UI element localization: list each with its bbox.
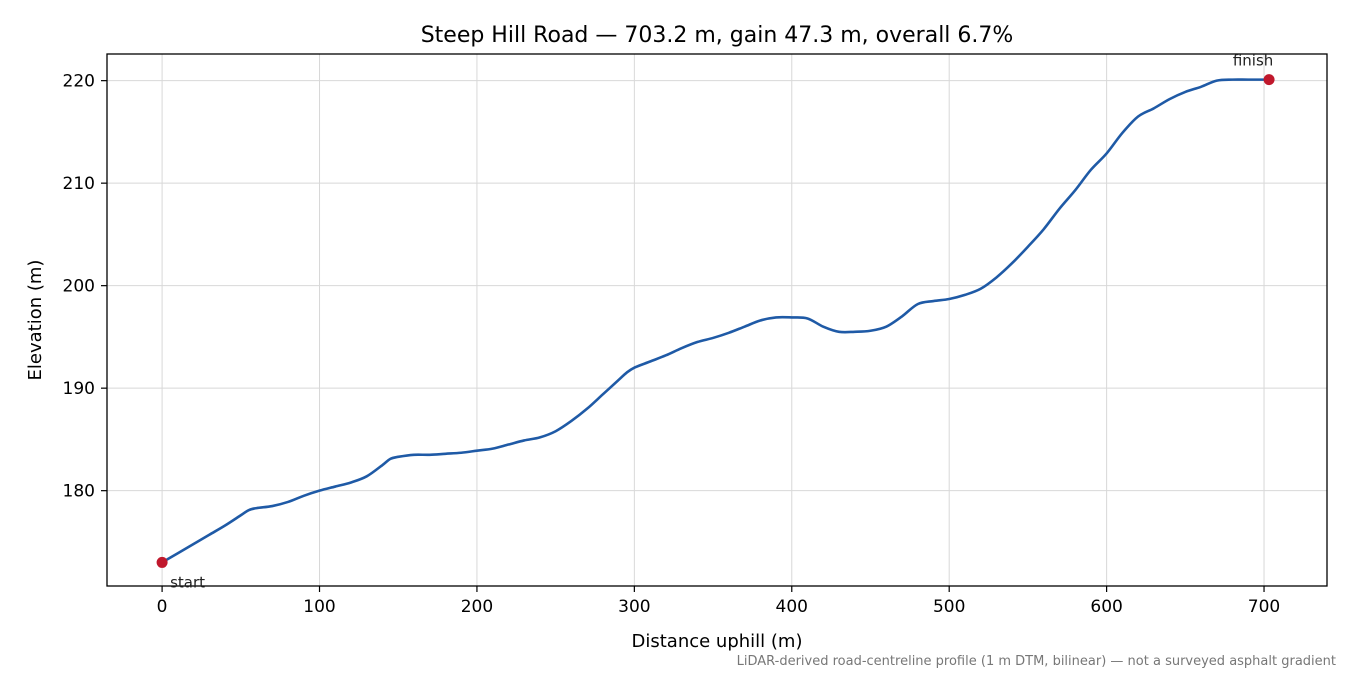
endpoint-markers: start finish	[156, 52, 1275, 591]
x-tick-label: 600	[1090, 597, 1122, 617]
plot-frame	[106, 53, 1328, 587]
y-axis-label: Elevation (m)	[25, 260, 46, 381]
elevation-line	[160, 78, 1271, 564]
x-tick-label: 400	[776, 597, 808, 617]
x-tick-label: 700	[1248, 597, 1280, 617]
x-tick-label: 0	[157, 597, 168, 617]
y-tick-label: 220	[63, 72, 95, 92]
start-annotation: start	[170, 573, 205, 591]
y-tick-label: 210	[63, 174, 95, 194]
x-tick-label: 200	[461, 597, 493, 617]
footnote: LiDAR-derived road-centreline profile (1…	[737, 654, 1336, 669]
chart-title: Steep Hill Road — 703.2 m, gain 47.3 m, …	[421, 23, 1014, 48]
series-layer	[160, 78, 1271, 564]
grid-lines	[107, 54, 1327, 586]
y-tick-label: 190	[63, 379, 95, 399]
finish-annotation: finish	[1233, 52, 1273, 70]
y-tick-label: 180	[63, 482, 95, 502]
x-tick-label: 500	[933, 597, 965, 617]
finish-marker	[1263, 74, 1275, 86]
x-tick-label: 100	[303, 597, 335, 617]
start-marker	[156, 556, 168, 568]
y-tick-label: 200	[63, 277, 95, 297]
y-axis-ticks: 180 190 200 210 220	[63, 72, 107, 502]
x-axis-ticks: 0 100 200 300 400 500 600 700	[157, 586, 1280, 617]
x-tick-label: 300	[618, 597, 650, 617]
x-axis-label: Distance uphill (m)	[632, 631, 803, 652]
